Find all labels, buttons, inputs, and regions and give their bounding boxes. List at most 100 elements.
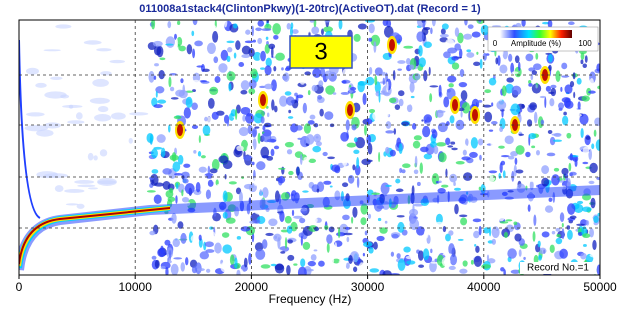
texture (279, 210, 284, 222)
texture (267, 113, 269, 118)
texture (567, 53, 576, 59)
texture (324, 225, 328, 230)
texture (230, 153, 233, 160)
texture (438, 180, 442, 183)
texture (177, 124, 183, 136)
texture (580, 60, 583, 65)
texture (411, 96, 415, 98)
texture (413, 141, 420, 149)
texture (377, 132, 379, 137)
texture (541, 165, 549, 174)
texture (295, 125, 302, 130)
texture (237, 94, 241, 100)
texture (545, 205, 553, 212)
texture (379, 91, 381, 103)
texture (180, 233, 186, 244)
texture (157, 46, 164, 57)
texture (191, 234, 200, 242)
texture (290, 178, 293, 183)
texture (288, 110, 291, 113)
texture (529, 180, 536, 183)
texture (581, 52, 585, 59)
texture (596, 139, 603, 150)
texture (252, 40, 256, 43)
texture (447, 76, 456, 83)
texture (360, 217, 366, 225)
texture (98, 106, 108, 112)
texture (177, 21, 180, 25)
texture (432, 16, 436, 27)
texture (353, 266, 357, 272)
texture (300, 154, 303, 165)
texture (515, 145, 524, 155)
texture (346, 237, 349, 242)
texture (571, 135, 574, 144)
texture (351, 217, 353, 224)
texture (208, 98, 215, 109)
texture (294, 93, 298, 97)
texture (241, 80, 250, 90)
texture (227, 47, 232, 52)
texture (445, 138, 450, 145)
texture (498, 173, 501, 179)
texture (586, 136, 591, 140)
texture (459, 215, 467, 218)
texture (109, 60, 125, 63)
badge-text: 3 (314, 38, 327, 65)
texture (436, 222, 442, 225)
texture (395, 62, 398, 70)
texture (514, 233, 521, 241)
texture (76, 112, 83, 119)
texture (541, 120, 544, 125)
texture (589, 253, 599, 257)
texture (586, 220, 589, 226)
texture (577, 78, 582, 85)
texture (229, 181, 237, 184)
texture (512, 71, 519, 74)
texture (368, 214, 371, 219)
texture (584, 217, 593, 221)
texture (473, 62, 480, 66)
texture (441, 185, 448, 188)
texture (181, 189, 183, 196)
texture (191, 31, 194, 37)
texture (450, 115, 455, 123)
texture (303, 103, 307, 114)
texture (207, 43, 216, 54)
texture (261, 28, 271, 31)
texture (551, 220, 559, 225)
texture (331, 164, 340, 171)
texture (439, 152, 447, 162)
texture (385, 221, 388, 224)
texture (249, 80, 257, 89)
texture (429, 85, 438, 87)
texture (312, 85, 318, 92)
texture (358, 23, 367, 29)
texture (174, 173, 183, 176)
texture (582, 162, 588, 164)
texture (261, 264, 271, 268)
texture (562, 228, 565, 239)
texture (564, 98, 571, 108)
texture (582, 96, 590, 102)
texture (583, 64, 587, 69)
texture (596, 177, 603, 180)
texture (518, 134, 524, 136)
texture (588, 91, 596, 94)
texture (463, 172, 472, 181)
texture (529, 133, 537, 139)
texture (385, 147, 389, 154)
texture (316, 141, 322, 146)
colorbar (500, 30, 572, 38)
texture (383, 78, 385, 86)
texture (311, 254, 317, 261)
texture (64, 189, 84, 193)
texture (472, 109, 478, 121)
texture (418, 250, 424, 260)
x-tick-label: 40000 (467, 280, 501, 294)
texture (342, 80, 347, 84)
texture (544, 97, 546, 108)
texture (570, 215, 577, 219)
texture (171, 213, 176, 224)
x-tick-label: 30000 (351, 280, 385, 294)
